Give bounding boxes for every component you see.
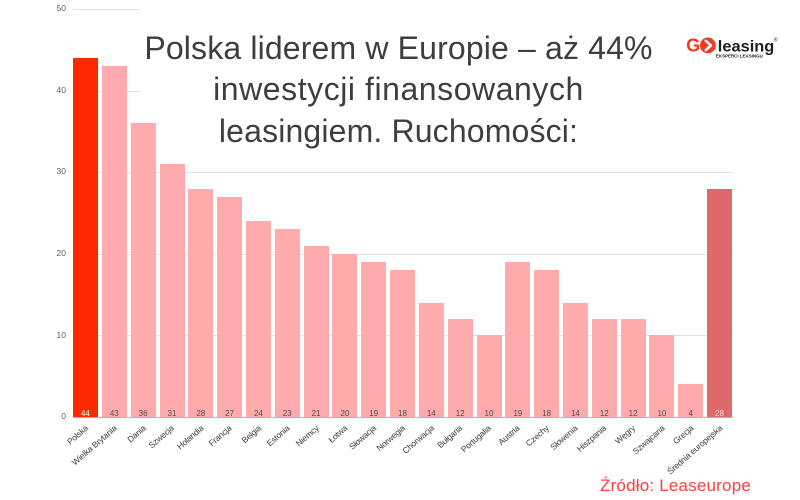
svg-text:leasing: leasing bbox=[718, 39, 775, 56]
svg-text:®: ® bbox=[774, 36, 778, 43]
svg-text:G: G bbox=[686, 36, 700, 56]
svg-text:EKSPERCI LEASINGU: EKSPERCI LEASINGU bbox=[716, 54, 763, 59]
